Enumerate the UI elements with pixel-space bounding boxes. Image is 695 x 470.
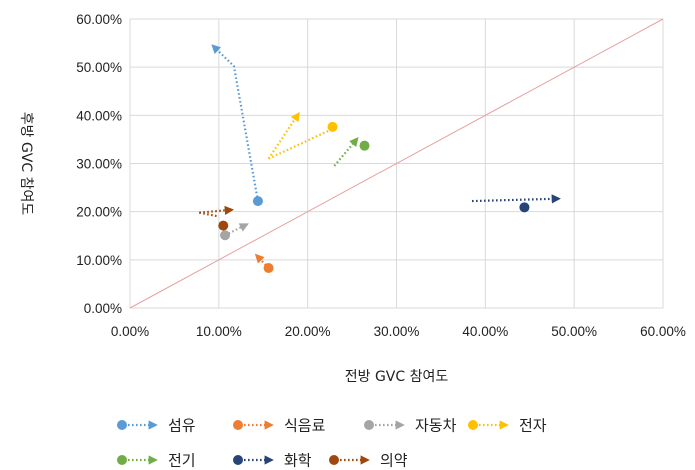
legend-item: 섬유 (117, 417, 196, 435)
legend-marker (117, 420, 127, 430)
x-tick-label: 50.00% (551, 324, 597, 339)
legend-marker (329, 455, 339, 465)
legend-marker (233, 455, 243, 465)
legend-marker (117, 455, 127, 465)
series-arrow-branch (268, 128, 332, 160)
y-axis-title: 후방 GVC 참여도 (18, 112, 34, 216)
series-arrow (211, 44, 260, 202)
legend-marker (364, 420, 374, 430)
data-point (327, 121, 338, 132)
y-tick-label: 0.00% (84, 301, 122, 316)
legend-label: 전기 (168, 452, 196, 470)
y-tick-label: 20.00% (76, 205, 122, 220)
legend-marker (468, 420, 478, 430)
x-tick-label: 0.00% (111, 324, 149, 339)
legend-label: 화학 (284, 452, 312, 470)
data-point (359, 140, 370, 151)
legend-item: 의약 (329, 452, 408, 470)
data-point (519, 202, 530, 213)
legend-item: 식음료 (233, 417, 326, 435)
y-tick-label: 50.00% (76, 60, 122, 75)
data-point (263, 263, 274, 274)
x-tick-label: 10.00% (196, 324, 242, 339)
x-tick-label: 40.00% (462, 324, 508, 339)
legend-marker (233, 420, 243, 430)
x-tick-label: 20.00% (285, 324, 331, 339)
legend-label: 식음료 (284, 417, 326, 435)
x-tick-label: 60.00% (640, 324, 686, 339)
data-point (252, 196, 263, 207)
x-tick-label: 30.00% (374, 324, 420, 339)
reference-line (129, 18, 664, 309)
series-arrow (199, 205, 234, 215)
legend-label: 의약 (380, 452, 408, 470)
series-arrow (267, 111, 300, 160)
legend-item: 자동차 (364, 417, 457, 435)
data-point (218, 220, 229, 231)
series-arrow (254, 253, 270, 269)
legend-label: 섬유 (168, 417, 196, 435)
series-arrow (333, 137, 359, 167)
legend-label: 자동차 (415, 417, 457, 435)
data-point (220, 230, 231, 241)
legend-item: 전기 (117, 452, 196, 470)
y-tick-label: 30.00% (76, 157, 122, 172)
y-tick-label: 40.00% (76, 108, 122, 123)
x-axis-title: 전방 GVC 참여도 (345, 369, 449, 385)
series-arrow (471, 194, 561, 204)
y-tick-label: 10.00% (76, 253, 122, 268)
legend-label: 전자 (519, 417, 547, 435)
legend-item: 화학 (233, 452, 312, 470)
legend-item: 전자 (468, 417, 547, 435)
y-tick-label: 60.00% (76, 12, 122, 27)
series-arrow-hook (199, 211, 220, 218)
